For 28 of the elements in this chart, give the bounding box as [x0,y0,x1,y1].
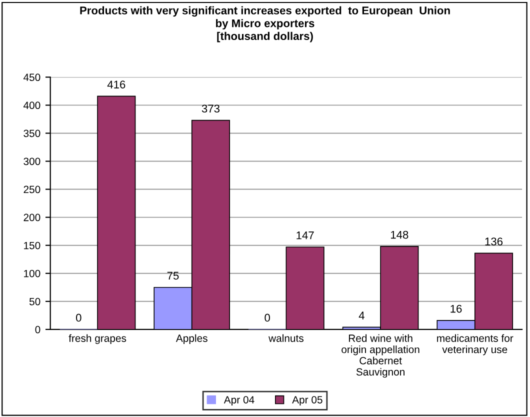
data-label: 136 [485,238,503,246]
data-label: 4 [358,312,364,320]
data-label: 0 [76,314,82,322]
legend-label: Apr 04 [224,396,254,406]
y-tick-label: 0 [35,326,40,334]
x-tick-label: Red wine with origin appellation Cabernet Sauvignon [342,334,420,378]
data-label: 0 [264,314,270,322]
y-tick-label: 300 [24,158,40,166]
data-label: 148 [390,230,408,239]
y-tick-label: 250 [24,186,40,194]
y-tick-label: 150 [24,242,40,250]
data-label: 75 [167,272,179,280]
x-tick-label: Apples [176,334,208,344]
y-tick-label: 200 [24,214,40,222]
x-tick-label: medicaments for veterinary use [437,334,514,356]
y-tick-label: 450 [23,74,40,82]
x-tick-label: fresh grapes [68,334,126,344]
y-tick-label: 100 [24,270,40,278]
data-label: 16 [450,304,462,313]
data-label: 373 [202,104,220,113]
legend-label: Apr 05 [292,396,322,406]
chart-title: Products with very significant increases exported to European Union by Micro exporters [thousand dollars) [80,6,450,42]
y-tick-label: 400 [23,102,40,110]
data-label: 416 [107,80,126,88]
data-label: 147 [296,232,314,240]
x-tick-label: walnuts [268,334,304,342]
y-tick-label: 50 [29,298,40,306]
y-tick-label: 350 [24,130,40,138]
